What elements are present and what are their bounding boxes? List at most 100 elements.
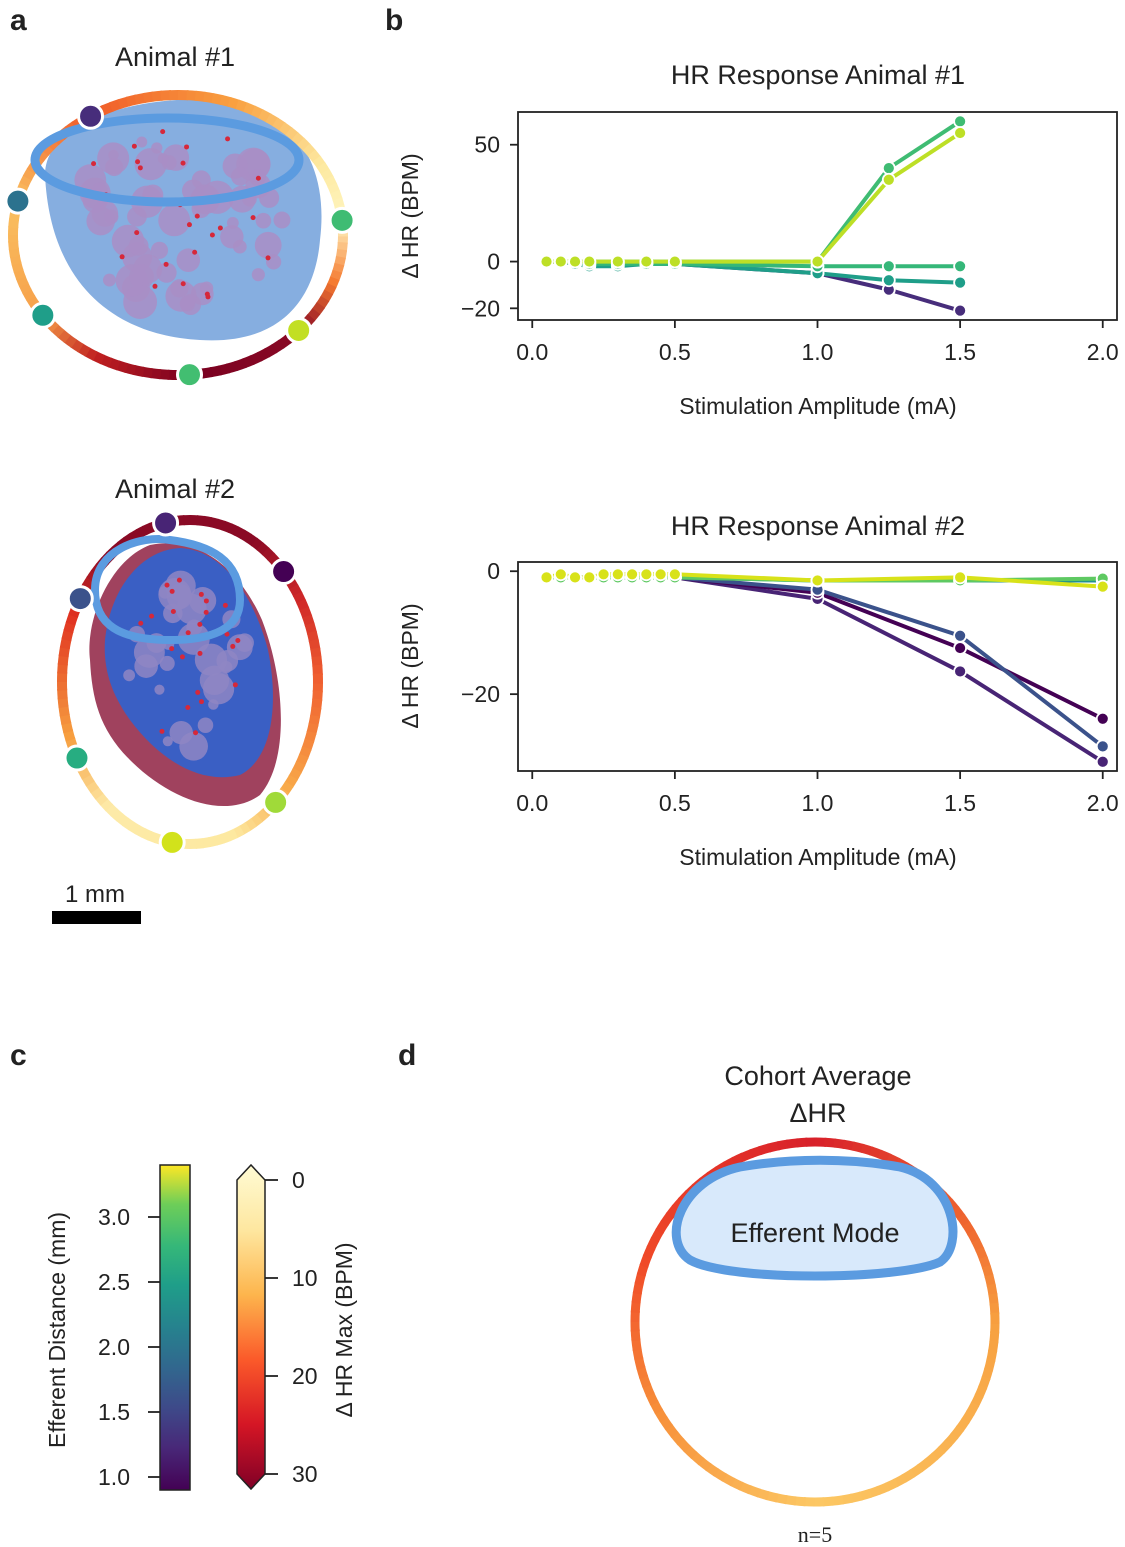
data-point (953, 303, 968, 318)
cohort-title-line2: ΔHR (789, 1098, 846, 1128)
blood-vessel (265, 255, 271, 261)
blood-vessel (131, 143, 137, 149)
data-point (568, 570, 582, 585)
data-point (653, 567, 668, 582)
panel-b: HR Response Animal #1 0.0 0.5 1.0 1.5 2.0 −20… (397, 60, 1119, 870)
data-point (1095, 739, 1110, 754)
fascicle (273, 211, 291, 229)
chart2-xlabel: Stimulation Amplitude (mA) (679, 844, 956, 870)
x-tick-label: 0.5 (659, 339, 691, 365)
data-point (881, 273, 896, 288)
data-point (539, 254, 554, 269)
fascicle (179, 731, 208, 761)
cohort-title-line1: Cohort Average (724, 1061, 911, 1091)
blood-vessel (169, 588, 175, 594)
colorbar2-tick-label: 20 (292, 1363, 318, 1389)
blood-vessel (176, 577, 182, 583)
colorbar1-ticks: 1.0 1.5 2.0 2.5 3.0 (98, 1204, 160, 1490)
y-tick-label: 0 (487, 558, 500, 584)
data-point (881, 259, 896, 274)
data-point (953, 641, 968, 655)
blood-vessel (159, 728, 165, 734)
fascicle (103, 273, 116, 287)
contact-electrode-dot (77, 102, 105, 130)
animal1-nerve-histology (45, 99, 322, 341)
contact-electrode-dot (328, 206, 356, 234)
colorbar2-tick-label: 10 (292, 1265, 318, 1291)
panel-d: Cohort Average ΔHR Efferent Mode n=5 (630, 1061, 1000, 1547)
fascicle (150, 241, 169, 259)
blood-vessel (169, 646, 175, 652)
chart1-plot: 0.0 0.5 1.0 1.5 2.0 −20 0 50 (461, 111, 1119, 365)
blood-vessel (186, 222, 192, 228)
blood-vessel (164, 582, 170, 588)
blood-vessel (195, 689, 201, 695)
panel-label-b: b (385, 4, 403, 37)
scale-bar (52, 911, 141, 924)
blood-vessel (149, 613, 155, 619)
blood-vessel (160, 129, 166, 135)
colorbar1-tick-label: 2.0 (98, 1334, 130, 1360)
data-point (539, 570, 554, 585)
chart1-ylabel: Δ HR (BPM) (397, 153, 423, 278)
animal1-contacts (4, 102, 356, 389)
fascicle (165, 280, 197, 312)
data-point (810, 573, 825, 588)
data-point (953, 570, 968, 585)
series-line (546, 575, 1104, 721)
efferent-mode-label: Efferent Mode (730, 1218, 899, 1248)
blood-vessel (152, 283, 158, 289)
data-point (881, 161, 896, 175)
data-point (953, 126, 968, 140)
blood-vessel (185, 630, 191, 636)
series-line (546, 131, 962, 264)
fascicle (136, 136, 148, 148)
blood-vessel (217, 225, 223, 231)
y-tick-label: 0 (487, 249, 500, 275)
x-tick-label: 1.0 (802, 339, 834, 365)
blood-vessel (134, 230, 140, 236)
blood-vessel (163, 261, 169, 267)
blood-vessel (193, 730, 199, 736)
x-tick-label: 1.5 (944, 339, 976, 365)
contact-electrode-dot (262, 788, 290, 816)
blood-vessel (197, 621, 203, 627)
colorbar1-tick-label: 1.5 (98, 1399, 130, 1425)
blood-vessel (225, 136, 231, 142)
blood-vessel (197, 650, 203, 656)
blood-vessel (198, 591, 204, 597)
cohort-response-ring (630, 1137, 1000, 1507)
panel-label-c: c (10, 1039, 27, 1072)
efferent-distance-colorbar (159, 1164, 191, 1491)
animal2-contacts (63, 509, 298, 856)
data-point (596, 567, 611, 582)
chart1-xlabel: Stimulation Amplitude (mA) (679, 393, 956, 419)
fascicle (158, 204, 191, 237)
blood-vessel (209, 232, 215, 238)
fascicle (255, 212, 272, 229)
axes-frame (517, 111, 1118, 321)
panel-label-d: d (398, 1039, 416, 1072)
chart2-title: HR Response Animal #2 (671, 511, 965, 541)
colorbar2-label: Δ HR Max (BPM) (331, 1242, 357, 1417)
panel-a: Animal #1 Animal #2 1 mm (4, 42, 356, 924)
contact-electrode-dot (4, 187, 32, 215)
contact-electrode-dot (176, 361, 204, 389)
blood-vessel (137, 165, 143, 171)
contact-electrode-dot (63, 744, 91, 772)
blood-vessel (232, 682, 238, 688)
panel-label-a: a (10, 4, 27, 37)
fascicle (208, 699, 219, 710)
data-point (582, 254, 597, 269)
blood-vessel (203, 609, 209, 615)
fascicle (235, 633, 254, 653)
x-tick-label: 2.0 (1087, 790, 1119, 816)
fascicle (254, 231, 282, 259)
contact-electrode-dot (152, 509, 180, 537)
fascicle (162, 736, 173, 747)
data-point (639, 254, 654, 269)
blood-vessel (184, 144, 190, 150)
blood-vessel (230, 643, 236, 649)
animal2-title: Animal #2 (115, 474, 235, 504)
colorbar2-ticks: 0 10 20 30 (265, 1167, 318, 1487)
